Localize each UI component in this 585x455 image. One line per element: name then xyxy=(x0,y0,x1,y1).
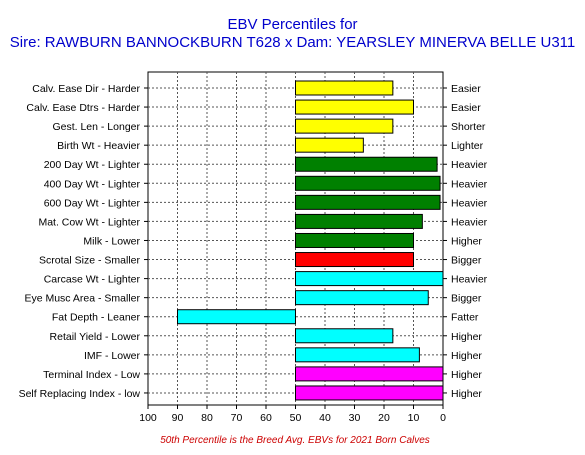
trait-label: 600 Day Wt - Lighter xyxy=(44,197,141,209)
trait-label: Eye Musc Area - Smaller xyxy=(24,293,140,305)
bar xyxy=(295,118,394,134)
trait-label: Milk - Lower xyxy=(83,235,140,247)
trait-label: Calv. Ease Dir - Harder xyxy=(32,83,140,95)
trait-label: 400 Day Wt - Lighter xyxy=(44,178,141,190)
direction-label: Higher xyxy=(451,388,482,400)
bar xyxy=(295,328,394,344)
direction-label: Heavier xyxy=(451,178,488,190)
direction-label: Heavier xyxy=(451,197,488,209)
bar xyxy=(295,232,414,248)
x-tick-label: 60 xyxy=(260,412,272,424)
bar xyxy=(295,252,414,268)
bar xyxy=(295,99,414,115)
direction-label: Heavier xyxy=(451,274,488,286)
bar xyxy=(295,271,444,287)
trait-label: Carcase Wt - Lighter xyxy=(44,274,141,286)
direction-label: Heavier xyxy=(451,159,488,171)
bar xyxy=(295,156,438,172)
chart-subtitle: Sire: RAWBURN BANNOCKBURN T628 x Dam: YE… xyxy=(10,34,575,51)
direction-label: Easier xyxy=(451,83,481,95)
x-tick-label: 90 xyxy=(172,412,184,424)
bar-group xyxy=(177,80,444,401)
direction-label: Higher xyxy=(451,350,482,362)
direction-label: Bigger xyxy=(451,293,482,305)
x-tick-label: 40 xyxy=(319,412,331,424)
trait-label: Terminal Index - Low xyxy=(43,369,140,381)
trait-label: Calv. Ease Dtrs - Harder xyxy=(26,102,140,114)
x-tick-label: 10 xyxy=(408,412,420,424)
direction-label: Higher xyxy=(451,331,482,343)
x-tick-label: 50 xyxy=(290,412,302,424)
x-tick-label: 20 xyxy=(378,412,390,424)
direction-label: Fatter xyxy=(451,312,479,324)
direction-label: Easier xyxy=(451,102,481,114)
trait-label: Self Replacing Index - low xyxy=(19,388,141,400)
trait-label: Gest. Len - Longer xyxy=(52,121,140,133)
trait-label: 200 Day Wt - Lighter xyxy=(44,159,141,171)
x-tick-label: 0 xyxy=(440,412,446,424)
trait-label: Retail Yield - Lower xyxy=(50,331,141,343)
bar xyxy=(295,347,420,363)
bar xyxy=(295,290,429,306)
direction-label: Lighter xyxy=(451,140,484,152)
direction-label: Bigger xyxy=(451,255,482,267)
direction-label: Shorter xyxy=(451,121,486,133)
direction-label: Higher xyxy=(451,235,482,247)
chart-title: EBV Percentiles for xyxy=(227,16,357,33)
bar xyxy=(295,366,444,382)
bar xyxy=(295,385,444,401)
chart-footnote: 50th Percentile is the Breed Avg. EBVs f… xyxy=(160,435,430,446)
right-direction-labels: Easier Easier Shorter Lighter Heavier Heavier… xyxy=(443,83,488,400)
trait-label: Scrotal Size - Smaller xyxy=(39,255,140,267)
trait-label: Fat Depth - Leaner xyxy=(52,312,141,324)
left-trait-labels: Calv. Ease Dir - Harder Calv. Ease Dtrs -… xyxy=(19,83,148,400)
bar xyxy=(177,309,296,325)
direction-label: Heavier xyxy=(451,216,488,228)
x-axis-ticks: 100 90 80 70 60 50 40 30 20 10 0 xyxy=(139,405,446,424)
x-tick-label: 80 xyxy=(201,412,213,424)
bar xyxy=(295,175,441,191)
bar xyxy=(295,80,394,96)
bar xyxy=(295,194,441,210)
x-tick-label: 70 xyxy=(231,412,243,424)
direction-label: Higher xyxy=(451,369,482,381)
x-tick-label: 30 xyxy=(349,412,361,424)
trait-label: Mat. Cow Wt - Lighter xyxy=(38,216,140,228)
bar xyxy=(295,213,423,229)
bar xyxy=(295,137,364,153)
trait-label: Birth Wt - Heavier xyxy=(57,140,140,152)
x-tick-label: 100 xyxy=(139,412,157,424)
trait-label: IMF - Lower xyxy=(84,350,141,362)
